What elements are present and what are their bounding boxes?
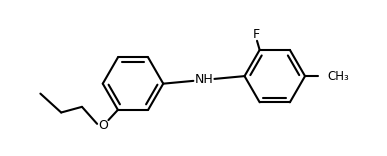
Text: O: O	[98, 119, 108, 132]
Text: CH₃: CH₃	[328, 70, 349, 83]
Text: F: F	[252, 28, 259, 41]
Text: NH: NH	[195, 73, 213, 86]
